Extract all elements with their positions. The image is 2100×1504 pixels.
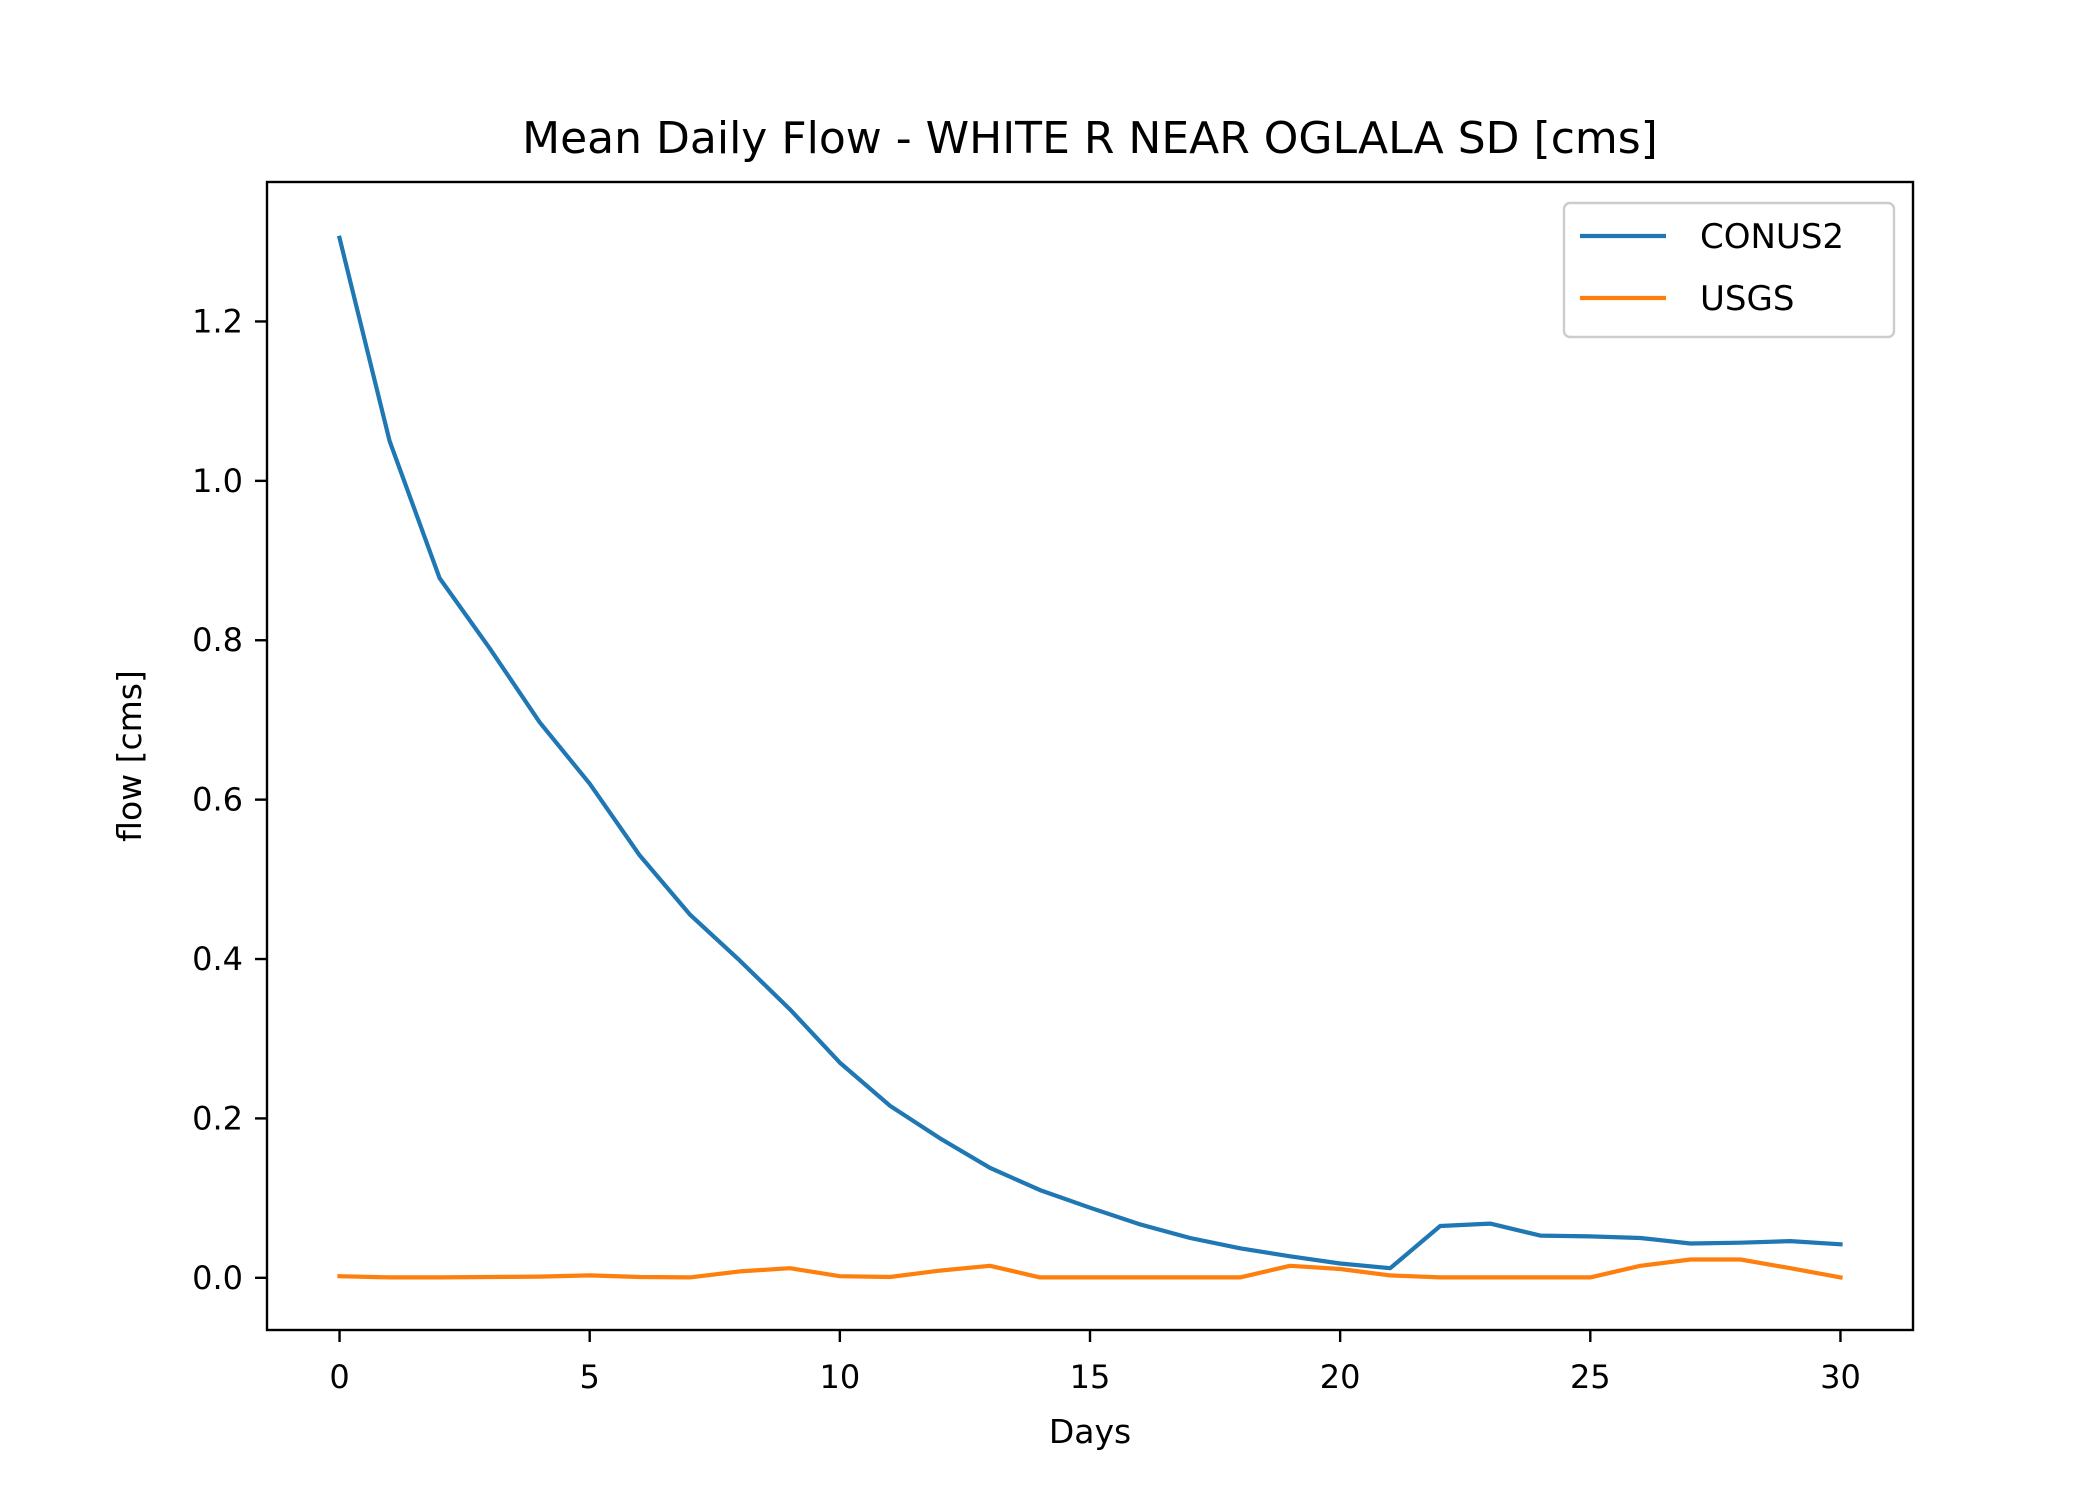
series-line-usgs [337, 1257, 1843, 1280]
legend-label-usgs: USGS [1700, 279, 1794, 319]
x-tick-label: 15 [1070, 1358, 1111, 1396]
y-tick-label: 0.2 [192, 1099, 243, 1137]
x-tick-label: 30 [1820, 1358, 1861, 1396]
y-tick-label: 1.2 [192, 302, 243, 340]
y-tick-label: 0.4 [192, 940, 243, 978]
x-tick-label: 10 [819, 1358, 860, 1396]
x-tick-label: 25 [1570, 1358, 1611, 1396]
x-axis-ticks: 0 5 10 15 20 25 30 [329, 1330, 1861, 1396]
legend-entries: CONUS2 USGS [1580, 217, 1844, 319]
y-tick-label: 1.0 [192, 462, 243, 500]
series-line-conus2 [336, 235, 1843, 1271]
y-tick-label: 0.8 [192, 621, 243, 659]
y-axis-ticks: 0.0 0.2 0.4 0.6 0.8 1.0 1.2 [192, 302, 267, 1297]
y-tick-label: 0.0 [192, 1259, 243, 1297]
x-tick-label: 20 [1320, 1358, 1361, 1396]
plot-lines [336, 235, 1843, 1280]
legend-label-conus2: CONUS2 [1700, 217, 1844, 257]
chart-title: Mean Daily Flow - WHITE R NEAR OGLALA SD… [522, 113, 1658, 164]
x-tick-label: 0 [329, 1358, 349, 1396]
x-tick-label: 5 [580, 1358, 600, 1396]
x-axis-label: Days [1049, 1412, 1131, 1451]
legend: CONUS2 USGS [1562, 201, 1896, 339]
y-tick-label: 0.6 [192, 781, 243, 819]
y-axis-label: flow [cms] [110, 670, 149, 842]
